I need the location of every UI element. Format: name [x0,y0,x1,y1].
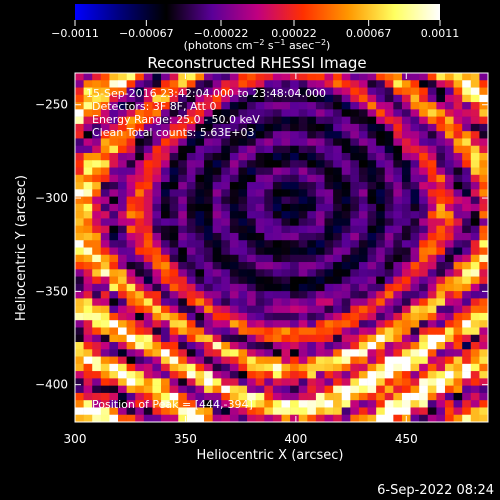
annotation-time-range: 15-Sep-2016 23:42:04.000 to 23:48:04.000 [86,87,326,100]
x-axis-tick-labels: 300 350 400 450 [64,432,418,446]
x-tick-label: 300 [64,432,87,446]
footer-date: 6-Sep-2022 08:24 [377,483,494,498]
y-tick-label: −250 [35,98,68,112]
colorbar-units: (photons cm−2 s−1 asec−2) [184,38,331,53]
y-tick-label: −400 [35,378,68,392]
heatmap-area [75,73,488,422]
y-axis-ticks [75,104,488,386]
y-axis-label: Heliocentric Y (arcsec) [14,175,29,321]
x-tick-label: 450 [395,432,418,446]
colorbar-tick-label: 0.00067 [346,27,392,40]
x-tick-label: 400 [284,432,307,446]
colorbar-tick-label: −0.0011 [51,27,99,40]
y-tick-label: −350 [35,284,68,298]
y-tick-label: −300 [35,191,68,205]
colorbar-tick-label: 0.00022 [271,27,317,40]
annotation-detectors: Detectors: 3F 8F, Att 0 [92,100,216,113]
colorbar-tick-label: −0.00022 [194,27,249,40]
info-annotations: 15-Sep-2016 23:42:04.000 to 23:48:04.000… [86,87,326,411]
heatmap-cells [75,73,488,422]
annotation-peak-position: Position of Peak = [444,-394] [92,398,253,411]
plot-frame [74,72,489,423]
colorbar-gradient [75,4,440,20]
colorbar-tick-labels: −0.0011 −0.00067 −0.00022 0.00022 0.00067 0.0… [51,27,459,40]
x-axis-ticks [74,73,407,422]
y-axis-tick-labels: −250 −300 −350 −400 [35,98,68,392]
annotation-counts: Clean Total counts: 5.63E+03 [92,126,255,139]
colorbar-tick-label: −0.00067 [119,27,174,40]
x-tick-label: 350 [174,432,197,446]
chart-title: Reconstructed RHESSI Image [147,54,366,72]
colorbar-tick-label: 0.0011 [421,27,460,40]
colorbar: −0.0011 −0.00067 −0.00022 0.00022 0.00067 0.0… [51,4,459,52]
x-axis-label: Heliocentric X (arcsec) [197,448,344,463]
annotation-energy-range: Energy Range: 25.0 - 50.0 keV [92,113,260,126]
colorbar-ticks [74,20,441,26]
